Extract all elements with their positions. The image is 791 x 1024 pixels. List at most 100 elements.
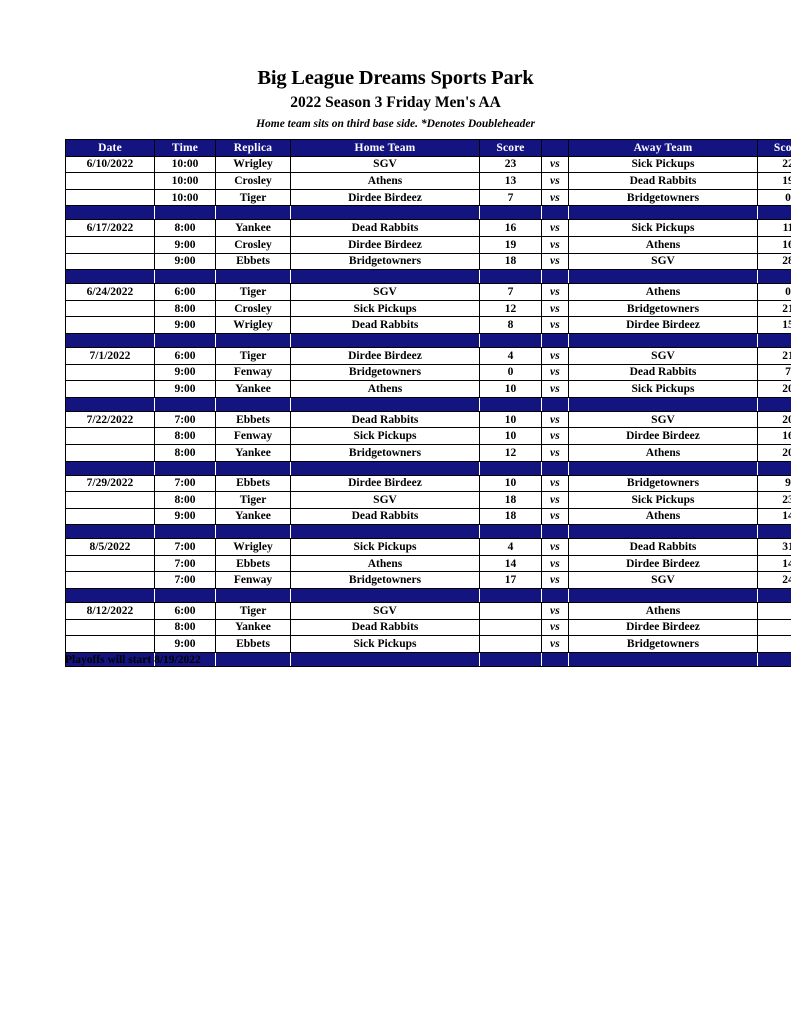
cell-away-team: Sick Pickups — [568, 380, 758, 398]
cell-away-team: Dirdee Birdeez — [568, 316, 758, 334]
cell-time: 9:00 — [154, 316, 216, 334]
cell-home-team: Dirdee Birdeez — [290, 235, 480, 254]
cell-time: 7:00 — [154, 474, 216, 493]
cell-away-score — [757, 618, 791, 637]
cell-date: 6/24/2022 — [65, 283, 155, 301]
cell-time: 9:00 — [154, 507, 216, 526]
cell-away-score: 0 — [757, 283, 791, 301]
separator-cell — [479, 396, 542, 412]
cell-home-score: 19 — [479, 235, 542, 254]
cell-replica: Yankee — [215, 219, 291, 237]
cell-date — [65, 172, 155, 190]
cell-date — [65, 635, 155, 653]
cell-replica: Tiger — [215, 491, 291, 509]
table-row: 9:00 Wrigley Dead Rabbits 8 vs Dirdee Birdeez… — [65, 316, 791, 334]
cell-vs: vs — [541, 410, 569, 429]
table-row: 9:00 Fenway Bridgetowners 0 vs Dead Rabbits 7 — [65, 363, 791, 382]
separator-cell — [65, 332, 155, 348]
cell-date: 8/12/2022 — [65, 602, 155, 620]
cell-time: 6:00 — [154, 283, 216, 301]
separator-cell — [479, 269, 542, 285]
cell-vs: vs — [541, 491, 569, 509]
cell-date — [65, 443, 155, 462]
cell-vs: vs — [541, 635, 569, 653]
cell-time: 10:00 — [154, 188, 216, 207]
cell-away-team: Sick Pickups — [568, 219, 758, 237]
cell-away-score — [757, 635, 791, 653]
cell-replica: Wrigley — [215, 155, 291, 174]
cell-away-team: Sick Pickups — [568, 155, 758, 174]
playoffs-note: Playoffs will start 8/19/2022 — [65, 654, 201, 666]
cell-date: 7/1/2022 — [65, 346, 155, 365]
cell-away-team: Bridgetowners — [568, 188, 758, 207]
cell-home-team: Sick Pickups — [290, 635, 480, 653]
cell-home-team: Athens — [290, 172, 480, 190]
cell-home-team: Bridgetowners — [290, 443, 480, 462]
cell-vs: vs — [541, 380, 569, 398]
cell-date — [65, 380, 155, 398]
separator-cell — [757, 205, 791, 221]
cell-replica: Tiger — [215, 188, 291, 207]
cell-home-score: 7 — [479, 188, 542, 207]
cell-replica: Wrigley — [215, 538, 291, 556]
cell-home-score: 17 — [479, 571, 542, 590]
cell-home-score: 23 — [479, 155, 542, 174]
cell-time: 8:00 — [154, 219, 216, 237]
separator-cell — [541, 205, 569, 221]
column-header-home-team: Home Team — [290, 139, 480, 157]
cell-replica: Ebbets — [215, 474, 291, 493]
separator-cell — [568, 588, 758, 604]
cell-home-score — [479, 635, 542, 653]
table-row: 9:00 Ebbets Sick Pickups vs Bridgetowners — [65, 635, 791, 653]
cell-vs: vs — [541, 252, 569, 271]
cell-away-team: SGV — [568, 571, 758, 590]
separator-cell — [154, 332, 216, 348]
block-separator — [65, 269, 791, 285]
cell-date — [65, 571, 155, 590]
separator-cell — [215, 460, 291, 476]
cell-date — [65, 299, 155, 318]
season-subtitle: 2022 Season 3 Friday Men's AA — [290, 93, 501, 111]
column-header-time: Time — [154, 139, 216, 157]
cell-away-team: Dead Rabbits — [568, 363, 758, 382]
separator-cell — [757, 269, 791, 285]
table-row: 6/24/2022 6:00 Tiger SGV 7 vs Athens 0 — [65, 283, 791, 301]
separator-cell — [541, 651, 569, 667]
separator-cell — [568, 269, 758, 285]
separator-cell — [154, 460, 216, 476]
separator-cell — [290, 651, 480, 667]
cell-home-score: 18 — [479, 252, 542, 271]
cell-date — [65, 507, 155, 526]
cell-date — [65, 235, 155, 254]
cell-away-team: Bridgetowners — [568, 474, 758, 493]
cell-home-team: Sick Pickups — [290, 427, 480, 445]
separator-cell — [479, 524, 542, 540]
table-row: 8:00 Yankee Dead Rabbits vs Dirdee Birdeez — [65, 618, 791, 637]
separator-cell — [215, 269, 291, 285]
separator-cell — [65, 269, 155, 285]
separator-cell — [65, 460, 155, 476]
separator-cell — [65, 524, 155, 540]
cell-time: 8:00 — [154, 618, 216, 637]
block-separator — [65, 332, 791, 348]
block-separator — [65, 651, 791, 667]
cell-away-score: 24 — [757, 571, 791, 590]
separator-cell — [568, 332, 758, 348]
cell-vs: vs — [541, 346, 569, 365]
separator-cell — [154, 396, 216, 412]
cell-home-score: 12 — [479, 299, 542, 318]
block-separator — [65, 205, 791, 221]
cell-home-team: SGV — [290, 155, 480, 174]
cell-time: 7:00 — [154, 571, 216, 590]
cell-home-score: 4 — [479, 346, 542, 365]
cell-home-score: 16 — [479, 219, 542, 237]
cell-vs: vs — [541, 172, 569, 190]
column-header-replica: Replica — [215, 139, 291, 157]
cell-home-team: Dirdee Birdeez — [290, 188, 480, 207]
cell-away-score: 9 — [757, 474, 791, 493]
cell-vs: vs — [541, 188, 569, 207]
cell-time: 6:00 — [154, 602, 216, 620]
cell-date — [65, 427, 155, 445]
